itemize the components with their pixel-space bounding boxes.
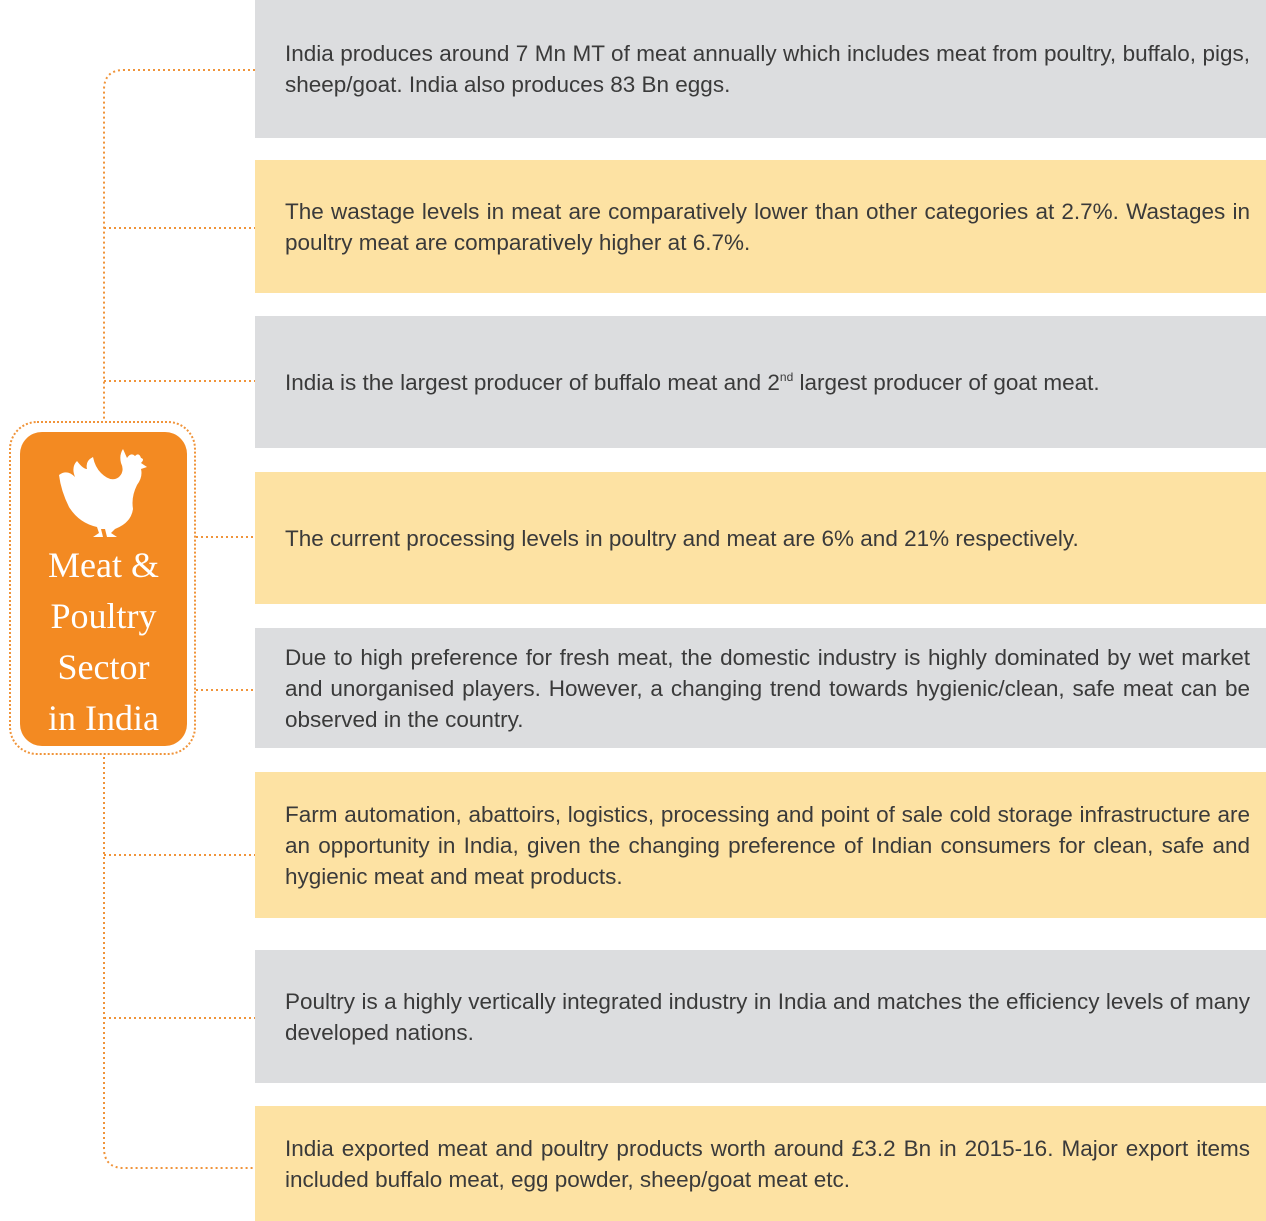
- item-box: India is the largest producer of buffalo…: [255, 316, 1266, 448]
- item-box: The current processing levels in poultry…: [255, 472, 1266, 604]
- item-text-run: The current processing levels in poultry…: [285, 525, 1079, 551]
- item-box: Due to high preference for fresh meat, t…: [255, 628, 1266, 748]
- item-box: Farm automation, abattoirs, logistics, p…: [255, 772, 1266, 918]
- hub-title-line: Sector: [57, 647, 150, 687]
- item-text: Farm automation, abattoirs, logistics, p…: [285, 799, 1250, 892]
- hub-outline: [9, 421, 196, 755]
- item-text-run: Poultry is a highly vertically integrate…: [285, 988, 1250, 1045]
- item-text-run: India is the largest producer of buffalo…: [285, 369, 780, 395]
- connectors: [103, 69, 255, 1169]
- superscript: nd: [779, 369, 794, 384]
- item-text: Poultry is a highly vertically integrate…: [285, 986, 1250, 1048]
- item-text-run: India exported meat and poultry products…: [285, 1135, 1250, 1192]
- item-box: Poultry is a highly vertically integrate…: [255, 950, 1266, 1083]
- item-box: India produces around 7 Mn MT of meat an…: [255, 0, 1266, 138]
- item-box: The wastage levels in meat are comparati…: [255, 160, 1266, 293]
- connector-bottom: [103, 757, 255, 1169]
- item-text: India exported meat and poultry products…: [285, 1133, 1250, 1195]
- item-text-run: Due to high preference for fresh meat, t…: [285, 644, 1250, 732]
- item-text: India produces around 7 Mn MT of meat an…: [285, 38, 1250, 100]
- item-text-run: India produces around 7 Mn MT of meat an…: [285, 41, 1250, 97]
- rooster-icon: [59, 449, 147, 537]
- hub: Meat & Poultry Sector in India: [20, 432, 187, 746]
- item-text: The wastage levels in meat are comparati…: [285, 196, 1250, 258]
- hub-title-line: in India: [48, 698, 159, 738]
- item-text: India is the largest producer of buffalo…: [285, 367, 1250, 398]
- item-text-run: largest producer of goat meat.: [793, 369, 1100, 395]
- item-text: Due to high preference for fresh meat, t…: [285, 642, 1250, 735]
- item-box: India exported meat and poultry products…: [255, 1106, 1266, 1221]
- item-text: The current processing levels in poultry…: [285, 523, 1250, 554]
- item-text-run: The wastage levels in meat are comparati…: [285, 198, 1250, 255]
- connector-branches: [104, 227, 255, 1019]
- hub-title: Meat & Poultry Sector in India: [20, 540, 187, 744]
- hub-title-line: Meat &: [48, 545, 159, 585]
- hub-title-line: Poultry: [50, 596, 157, 636]
- item-text-run: Farm automation, abattoirs, logistics, p…: [285, 801, 1250, 889]
- connector-top: [103, 69, 255, 420]
